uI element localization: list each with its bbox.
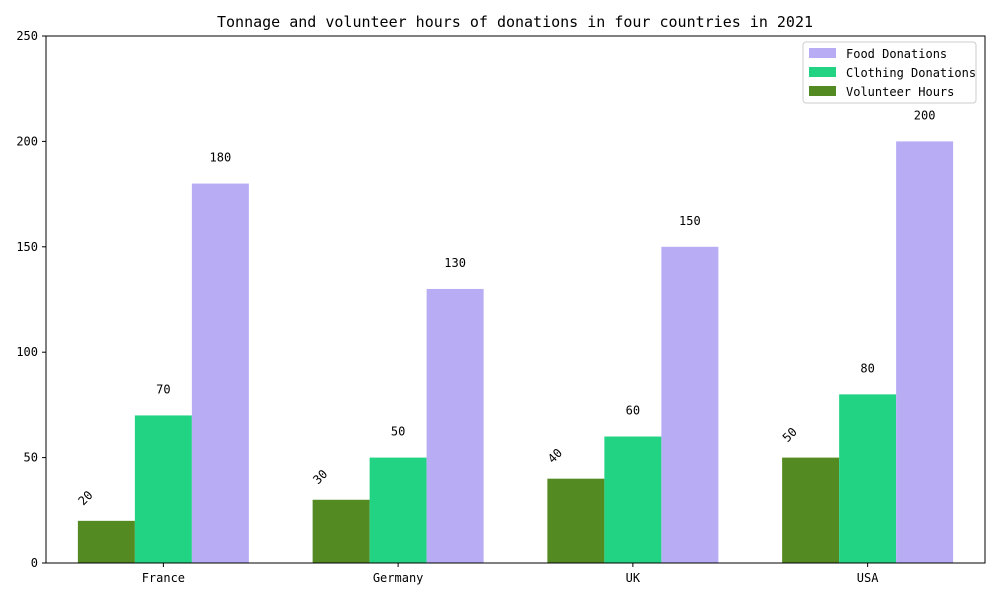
- y-tick-label: 0: [31, 556, 38, 570]
- bar-volunteer-hours-usa: [782, 457, 840, 563]
- bar-volunteer-hours-france: [77, 520, 135, 563]
- legend: Food Donations Clothing Donations Voluntee…: [802, 41, 977, 104]
- y-tick-label: 200: [16, 134, 38, 148]
- bar-clothing-donations-germany: [369, 457, 427, 563]
- y-tick-label: 50: [24, 451, 38, 465]
- y-tick-label: 100: [16, 345, 38, 359]
- bar-food-donations-germany: [426, 288, 484, 563]
- data-label: 200: [914, 108, 936, 122]
- legend-swatch: [809, 86, 836, 96]
- plot-frame: [45, 35, 986, 564]
- legend-box: [802, 41, 977, 104]
- chart-title: Tonnage and volunteer hours of donations…: [217, 13, 813, 31]
- data-label: 40: [545, 446, 565, 466]
- bar-volunteer-hours-uk: [547, 478, 605, 563]
- bar-food-donations-france: [191, 183, 249, 563]
- data-label: 30: [310, 467, 330, 487]
- bar-food-donations-usa: [896, 141, 954, 563]
- data-label: 180: [210, 151, 232, 165]
- bar-volunteer-hours-germany: [312, 499, 370, 563]
- legend-label: Volunteer Hours: [846, 85, 954, 99]
- bar-clothing-donations-france: [134, 415, 192, 563]
- data-label: 80: [860, 361, 874, 375]
- x-tick-label: France: [142, 571, 185, 585]
- x-tick-label: USA: [857, 571, 879, 585]
- data-label: 70: [156, 382, 170, 396]
- x-tick-label: UK: [626, 571, 641, 585]
- data-label: 50: [780, 425, 800, 445]
- plot-area: 20 30 40 50 70 50 60 80 180 130 150 200 0 50 100 150 200…: [16, 29, 986, 585]
- data-label: 50: [391, 425, 405, 439]
- legend-label: Clothing Donations: [846, 66, 976, 80]
- legend-label: Food Donations: [846, 47, 947, 61]
- y-tick-label: 150: [16, 240, 38, 254]
- legend-swatch: [809, 48, 836, 58]
- data-label: 150: [679, 214, 701, 228]
- bar-clothing-donations-usa: [839, 394, 897, 563]
- y-tick-label: 250: [16, 29, 38, 43]
- data-label: 130: [444, 256, 466, 270]
- x-tick-label: Germany: [373, 571, 424, 585]
- bar-clothing-donations-uk: [604, 436, 662, 563]
- bar-food-donations-uk: [661, 246, 719, 564]
- legend-swatch: [809, 67, 836, 77]
- data-label: 20: [75, 488, 95, 508]
- data-label: 60: [626, 404, 640, 418]
